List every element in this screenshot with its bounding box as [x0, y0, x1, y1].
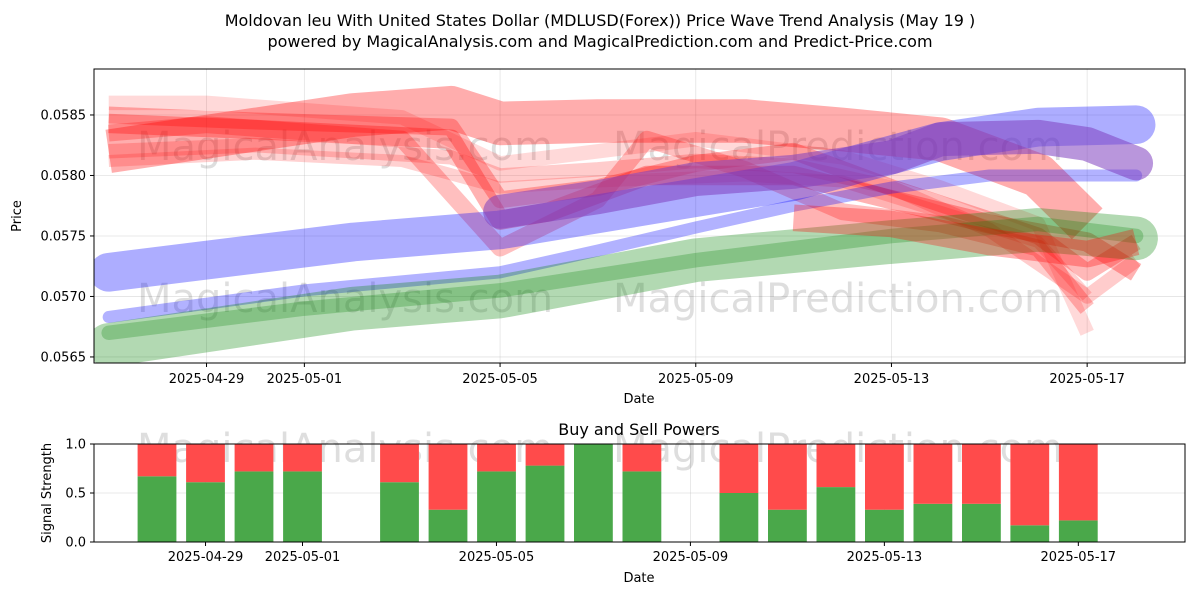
price-y-axis-label: Price — [10, 200, 25, 232]
sell-bar — [525, 444, 565, 466]
sell-bar — [816, 444, 856, 488]
sell-bar — [962, 444, 1001, 504]
wave-band-purple-wave — [483, 119, 1154, 229]
price-watermarks: MagicalAnalysis.com MagicalPrediction.co… — [137, 124, 1063, 322]
price-x-axis-label: Date — [623, 392, 654, 407]
price-y-tick-label: 0.0585 — [41, 108, 87, 123]
price-x-tick-label: 2025-05-05 — [462, 372, 538, 387]
buy-sell-x-tick-label: 2025-05-05 — [459, 550, 535, 565]
buy-bar — [962, 503, 1001, 542]
price-y-tick-label: 0.0580 — [41, 169, 87, 184]
sell-bar — [283, 444, 322, 472]
price-y-tick-label: 0.0570 — [41, 290, 87, 305]
buy-bar — [865, 509, 904, 542]
buy-sell-y-tick-label: 0.5 — [65, 487, 86, 502]
watermark-analysis-bottom: MagicalAnalysis.com — [137, 276, 553, 322]
chart-title-line2: powered by MagicalAnalysis.com and Magic… — [267, 32, 932, 51]
price-y-tick-label: 0.0565 — [41, 350, 87, 365]
buy-bar — [525, 465, 565, 542]
buy-bar — [428, 509, 468, 542]
price-x-tick-label: 2025-05-01 — [267, 372, 343, 387]
buy-bar — [816, 487, 856, 542]
sell-bar — [137, 444, 177, 477]
buy-sell-plot: Buy and Sell Powers MagicalAnalysis.com … — [40, 420, 1186, 586]
sell-bar — [1010, 444, 1050, 526]
sell-bar — [428, 444, 468, 510]
buy-bar — [283, 471, 322, 542]
sell-bar — [186, 444, 225, 483]
buy-bar — [1058, 520, 1098, 542]
buy-sell-x-tick-label: 2025-05-01 — [265, 550, 341, 565]
price-wave-bands — [94, 85, 1158, 363]
buy-sell-y-tick-label: 1.0 — [65, 438, 86, 453]
buy-bar — [768, 509, 807, 542]
buy-bar — [1010, 525, 1050, 542]
buy-bar — [913, 503, 953, 542]
sell-bar — [380, 444, 419, 483]
sell-bar — [768, 444, 807, 510]
wave-band-green-wave-2 — [101, 216, 1144, 341]
buy-sell-x-tick-label: 2025-04-29 — [168, 550, 244, 565]
buy-sell-y-tick-label: 0.0 — [65, 536, 86, 551]
buy-sell-title: Buy and Sell Powers — [558, 420, 720, 439]
buy-bar — [380, 482, 419, 542]
sell-bar — [865, 444, 904, 510]
watermark-prediction-bottom: MagicalPrediction.com — [613, 276, 1063, 322]
chart-title-line1: Moldovan leu With United States Dollar (… — [225, 11, 976, 30]
buy-bar — [137, 476, 177, 542]
wave-band-red-wave-5 — [108, 95, 1094, 336]
buy-sell-x-tick-label: 2025-05-17 — [1041, 550, 1117, 565]
sell-bar — [913, 444, 953, 504]
buy-sell-y-axis-label: Signal Strength — [40, 443, 55, 543]
sell-bar — [1058, 444, 1098, 521]
sell-bar — [477, 444, 516, 472]
sell-bar — [234, 444, 274, 472]
price-x-tick-label: 2025-05-13 — [854, 372, 930, 387]
buy-bar — [234, 471, 274, 542]
sell-bar — [622, 444, 662, 472]
sell-bar — [719, 444, 759, 493]
price-plot: MagicalAnalysis.com MagicalPrediction.co… — [10, 68, 1186, 407]
wave-band-red-wave-3 — [107, 116, 1094, 314]
price-x-tick-label: 2025-04-29 — [169, 372, 245, 387]
wave-band-red-wave-4 — [108, 137, 1141, 304]
buy-bar — [477, 471, 516, 542]
buy-sell-x-tick-label: 2025-05-13 — [847, 550, 923, 565]
price-x-tick-label: 2025-05-17 — [1049, 372, 1125, 387]
wave-band-green-wave-1 — [94, 208, 1158, 363]
buy-sell-x-axis-label: Date — [623, 571, 654, 586]
buy-sell-x-tick-label: 2025-05-09 — [653, 550, 729, 565]
buy-bar — [719, 493, 759, 542]
price-grid — [94, 69, 1185, 363]
buy-sell-bars — [137, 444, 1098, 542]
price-y-tick-label: 0.0575 — [41, 229, 87, 244]
buy-bar — [186, 482, 225, 542]
wave-band-brown-wave — [792, 204, 1140, 268]
wave-band-red-wave-upper — [105, 85, 1103, 240]
buy-bar — [574, 444, 613, 542]
buy-bar — [622, 471, 662, 542]
watermark-analysis-top: MagicalAnalysis.com — [137, 124, 553, 170]
price-y-ticks: 0.0565 0.0570 0.0575 0.0580 0.0585 — [41, 108, 94, 365]
price-x-ticks: 2025-04-29 2025-05-01 2025-05-05 2025-05-09… — [169, 363, 1125, 387]
price-x-tick-label: 2025-05-09 — [658, 372, 734, 387]
buy-sell-y-ticks: 0.0 0.5 1.0 — [65, 438, 94, 551]
wave-band-blue-wave-2 — [102, 169, 1143, 324]
price-plot-frame — [93, 68, 1186, 364]
buy-sell-x-ticks: 2025-04-29 2025-05-01 2025-05-05 2025-05-09… — [168, 542, 1116, 565]
